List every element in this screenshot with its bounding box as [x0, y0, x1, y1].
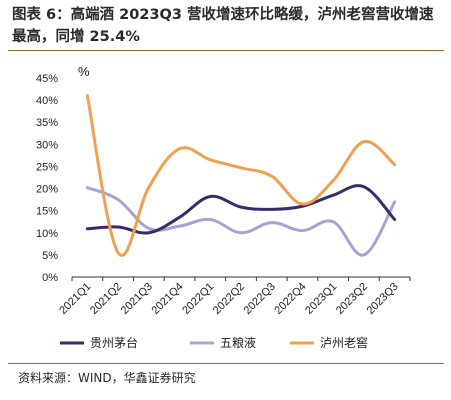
- x-tick-label: 2022Q2: [211, 281, 247, 317]
- x-tick-label: 2021Q4: [149, 281, 185, 317]
- legend-label: 贵州茅台: [90, 335, 138, 350]
- legend: 贵州茅台 五粮液 泸州老窖: [60, 335, 368, 350]
- x-tick-label: 2023Q1: [303, 281, 339, 317]
- x-tick-label: 2023Q2: [334, 281, 370, 317]
- x-axis: [71, 276, 411, 281]
- line-chart: 0%5%10%15%20%25%30%35%40%45% % 2021Q1202…: [36, 64, 411, 350]
- x-tick-label: 2021Q1: [57, 281, 93, 317]
- legend-label: 五粮液: [220, 335, 256, 350]
- y-tick-label: 25%: [36, 161, 58, 173]
- y-tick-label: 0%: [42, 272, 58, 284]
- series-line-3: [85, 94, 397, 257]
- y-tick-label: 5%: [42, 250, 58, 262]
- x-tick-label: 2021Q3: [119, 281, 155, 317]
- series-lines: [85, 94, 397, 257]
- series-line-2: [85, 186, 397, 257]
- x-tick-label: 2023Q3: [365, 281, 401, 317]
- y-tick-label: 10%: [36, 228, 58, 240]
- legend-label: 泸州老窖: [320, 335, 368, 350]
- y-tick-label: 35%: [36, 117, 58, 129]
- y-tick-label: 45%: [36, 73, 58, 85]
- x-tick-label: 2022Q4: [272, 281, 308, 317]
- y-tick-label: 15%: [36, 206, 58, 218]
- y-tick-label: 20%: [36, 184, 58, 196]
- y-tick-label: 30%: [36, 139, 58, 151]
- x-tick-label: 2021Q2: [88, 281, 124, 317]
- y-unit-label: %: [78, 64, 90, 79]
- title-divider: [8, 50, 444, 51]
- x-tick-label: 2022Q1: [180, 281, 216, 317]
- source-note: 资料来源：WIND，华鑫证券研究: [18, 371, 196, 385]
- y-tick-label: 40%: [36, 95, 58, 107]
- chart-title: 图表 6：高端酒 2023Q3 营收增速环比略缓，泸州老窖营收增速最高，同增 2…: [12, 7, 434, 45]
- x-axis-labels: 2021Q12021Q22021Q32021Q42022Q12022Q22022…: [57, 281, 400, 317]
- series-line-1: [85, 184, 397, 235]
- footer-divider: [8, 363, 444, 364]
- x-tick-label: 2022Q3: [242, 281, 278, 317]
- y-axis-labels: 0% 5% 10% 15% 20% 25% 30% 35% 40% 45%: [36, 73, 58, 284]
